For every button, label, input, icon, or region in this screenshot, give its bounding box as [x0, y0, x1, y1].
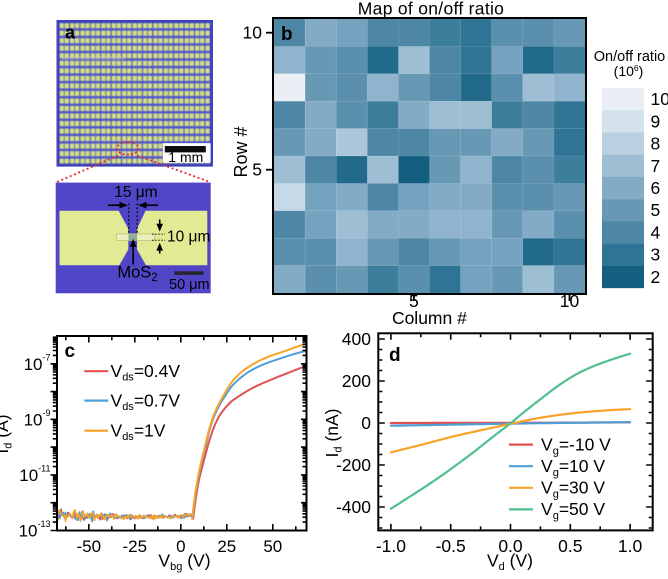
svg-text:a: a [65, 23, 76, 43]
svg-text:(106): (106) [614, 63, 644, 79]
svg-text:Vd (V): Vd (V) [487, 551, 533, 574]
svg-text:4: 4 [651, 222, 661, 242]
svg-text:Vds=1V: Vds=1V [111, 421, 166, 444]
svg-text:b: b [281, 24, 293, 45]
svg-text:400: 400 [342, 329, 371, 349]
svg-text:50: 50 [263, 537, 282, 556]
svg-text:Vg=30 V: Vg=30 V [541, 478, 605, 501]
svg-text:0.5: 0.5 [558, 536, 582, 556]
svg-text:On/off ratio: On/off ratio [594, 49, 665, 65]
svg-text:10 μm: 10 μm [167, 229, 210, 246]
svg-text:15 μm: 15 μm [114, 184, 157, 201]
svg-text:Column #: Column # [392, 308, 467, 328]
svg-text:c: c [65, 341, 76, 362]
svg-text:1 mm: 1 mm [168, 149, 203, 165]
svg-text:Vg=50 V: Vg=50 V [541, 499, 605, 522]
svg-text:-0.5: -0.5 [436, 536, 466, 556]
svg-text:8: 8 [651, 134, 661, 154]
svg-text:-400: -400 [336, 497, 371, 517]
svg-text:9: 9 [651, 111, 661, 131]
svg-text:Id (A): Id (A) [0, 414, 15, 453]
svg-text:-25: -25 [123, 537, 148, 556]
svg-text:MoS2: MoS2 [117, 264, 157, 285]
svg-text:6: 6 [651, 178, 661, 198]
svg-text:-1.0: -1.0 [376, 536, 406, 556]
svg-text:1.0: 1.0 [618, 536, 643, 556]
svg-text:10: 10 [560, 291, 580, 311]
svg-text:0: 0 [361, 413, 371, 433]
svg-text:Map of on/off ratio: Map of on/off ratio [358, 0, 504, 19]
svg-text:50 μm: 50 μm [169, 277, 210, 293]
svg-text:-50: -50 [77, 537, 102, 556]
svg-text:2: 2 [651, 267, 661, 287]
svg-text:5: 5 [409, 291, 419, 311]
svg-text:200: 200 [342, 371, 371, 391]
svg-text:d: d [389, 345, 401, 366]
svg-text:5: 5 [651, 200, 661, 220]
svg-text:0: 0 [176, 537, 185, 556]
svg-text:0.0: 0.0 [498, 536, 523, 556]
svg-text:-200: -200 [336, 455, 371, 475]
svg-text:7: 7 [651, 156, 661, 176]
svg-text:25: 25 [217, 537, 236, 556]
svg-text:5: 5 [252, 160, 262, 180]
svg-text:Id (nA): Id (nA) [322, 409, 345, 458]
svg-text:Vds=0.4V: Vds=0.4V [111, 361, 181, 384]
svg-text:Vg=-10 V: Vg=-10 V [541, 434, 611, 457]
svg-text:10: 10 [651, 89, 668, 109]
svg-text:Vg=10 V: Vg=10 V [541, 456, 605, 479]
svg-text:Row #: Row # [231, 126, 251, 177]
svg-text:Vds=0.7V: Vds=0.7V [111, 390, 181, 413]
svg-text:3: 3 [651, 245, 661, 265]
svg-text:10: 10 [243, 23, 263, 43]
svg-text:Vbg (V): Vbg (V) [158, 551, 210, 574]
